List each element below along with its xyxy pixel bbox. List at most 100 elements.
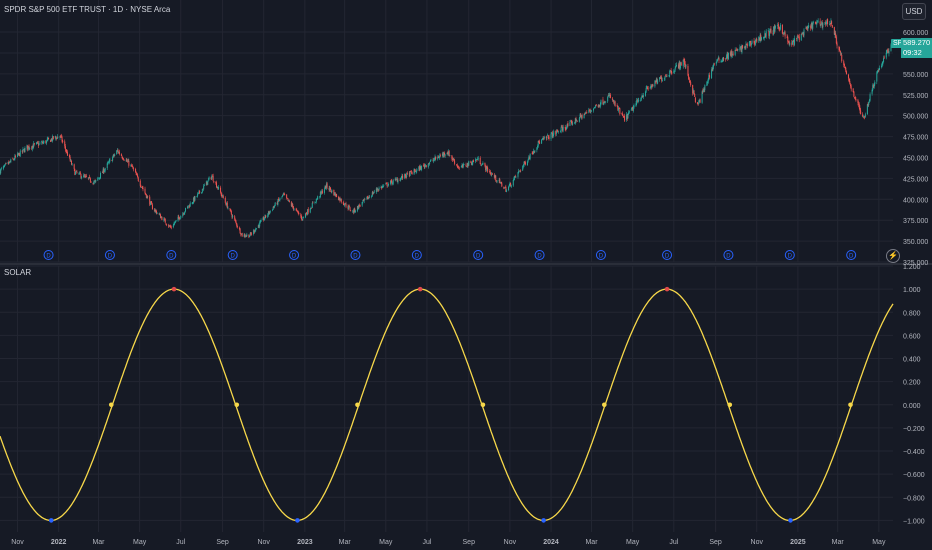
candle-body	[694, 93, 696, 98]
candle-body	[694, 97, 696, 103]
dividend-d-badge-icon[interactable]	[595, 250, 606, 260]
currency-button[interactable]: USD	[902, 3, 926, 20]
candle-body	[429, 162, 431, 164]
candle-body	[428, 163, 430, 164]
candle-body	[608, 95, 610, 97]
candle-body	[829, 23, 831, 25]
candle-body	[73, 164, 75, 169]
dividend-d-badge-icon[interactable]	[43, 250, 54, 260]
dividend-d-badge-icon[interactable]	[534, 250, 545, 260]
candle-body	[484, 162, 486, 166]
indicator-title[interactable]: SOLAR	[4, 268, 32, 277]
candle-body	[829, 23, 831, 25]
candle-body	[517, 172, 519, 177]
time-tick-label: Sep	[709, 539, 722, 546]
candle-body	[693, 90, 695, 94]
dividend-d-badge-icon[interactable]	[350, 250, 361, 260]
candle-body	[88, 177, 90, 179]
candle-body	[663, 78, 665, 80]
candle-body	[881, 63, 883, 66]
candle-body	[510, 185, 512, 188]
candle-body	[145, 192, 147, 195]
candle-body	[377, 189, 379, 191]
candle-body	[756, 38, 758, 42]
candle-body	[491, 173, 493, 175]
candle-body	[24, 147, 26, 153]
dividend-d-badge-icon[interactable]	[473, 250, 484, 260]
candle-body	[538, 141, 540, 143]
price-axis[interactable]: 600.000575.000550.000525.000500.000475.0…	[903, 30, 928, 267]
candle-body	[433, 159, 435, 161]
candle-body	[779, 24, 781, 30]
dividend-d-badge-icon[interactable]	[662, 250, 673, 260]
candle-body	[506, 190, 508, 192]
candle-body	[678, 64, 680, 69]
candle-body	[585, 112, 587, 114]
dividend-d-badge-icon[interactable]	[289, 250, 300, 260]
candle-body	[448, 151, 450, 155]
candle-body	[15, 155, 17, 157]
dividend-d-badge-icon[interactable]	[784, 250, 795, 260]
dividend-d-badge-icon[interactable]	[411, 250, 422, 260]
candle-body	[168, 225, 170, 227]
candle-body	[36, 142, 38, 143]
dividend-d-badge-icon[interactable]	[723, 250, 734, 260]
candle-body	[149, 201, 151, 206]
time-axis[interactable]: Nov 2022 Mar May Jul Sep Nov 2023 Mar May Jul Sep No…	[11, 539, 886, 546]
candle-body	[118, 151, 120, 154]
time-tick-label: May	[379, 539, 393, 546]
dividend-d-badge-icon[interactable]	[166, 250, 177, 260]
candle-body	[399, 180, 401, 181]
candle-body	[253, 230, 255, 233]
candle-body	[802, 33, 804, 37]
candle-body	[26, 145, 28, 149]
candle-body	[269, 210, 271, 212]
candle-body	[194, 196, 196, 201]
candle-body	[278, 198, 280, 201]
candle-body	[133, 168, 135, 170]
candle-body	[868, 101, 870, 106]
candle-body	[217, 186, 219, 189]
candle-body	[323, 189, 325, 193]
candle-body	[623, 116, 625, 117]
candle-body	[177, 216, 179, 221]
candle-body	[282, 195, 284, 197]
candle-body	[758, 36, 760, 41]
candle-body	[883, 57, 885, 59]
candle-body	[626, 114, 628, 120]
candle-body	[524, 162, 526, 165]
candle-body	[485, 165, 487, 171]
candle-body	[0, 168, 2, 170]
candle-body	[414, 169, 416, 172]
dividend-d-badge-icon[interactable]	[846, 250, 857, 260]
candle-body	[754, 41, 756, 45]
candle-body	[579, 114, 581, 119]
lightning-icon[interactable]: ⚡	[886, 249, 900, 263]
candle-body	[371, 196, 373, 198]
candle-body	[29, 147, 31, 149]
candle-body	[729, 52, 731, 56]
candle-body	[578, 118, 580, 122]
candle-body	[156, 213, 158, 214]
candle-body	[543, 136, 545, 139]
dividend-d-badge-icon[interactable]	[227, 250, 238, 260]
candle-body	[496, 180, 498, 182]
candle-body	[263, 217, 265, 221]
candle-body	[5, 163, 7, 164]
candle-body	[380, 186, 382, 188]
candle-body	[882, 61, 884, 65]
indicator-axis[interactable]: 1.200 1.000 0.800 0.600 0.400 0.200 0.000 −0.20…	[903, 264, 925, 525]
candle-body	[396, 179, 398, 182]
candle-body	[122, 157, 124, 160]
candle-body	[650, 85, 652, 88]
symbol-title[interactable]: SPDR S&P 500 ETF TRUST · 1D · NYSE Arca	[4, 5, 171, 14]
candle-body	[32, 145, 34, 148]
candle-body	[427, 163, 429, 167]
dividend-d-badge-icon[interactable]	[104, 250, 115, 260]
candle-body	[869, 94, 871, 101]
candle-body	[198, 191, 200, 193]
candle-body	[739, 47, 741, 51]
candle-body	[711, 69, 713, 70]
candle-body	[98, 177, 100, 179]
